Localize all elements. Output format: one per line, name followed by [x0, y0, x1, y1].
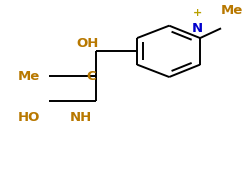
- Text: N: N: [192, 22, 203, 35]
- Text: OH: OH: [77, 37, 99, 50]
- Text: +: +: [193, 8, 202, 18]
- Text: Me: Me: [221, 4, 243, 17]
- Text: NH: NH: [70, 111, 92, 124]
- Text: HO: HO: [18, 111, 40, 124]
- Text: C: C: [87, 70, 96, 83]
- Text: Me: Me: [18, 70, 40, 83]
